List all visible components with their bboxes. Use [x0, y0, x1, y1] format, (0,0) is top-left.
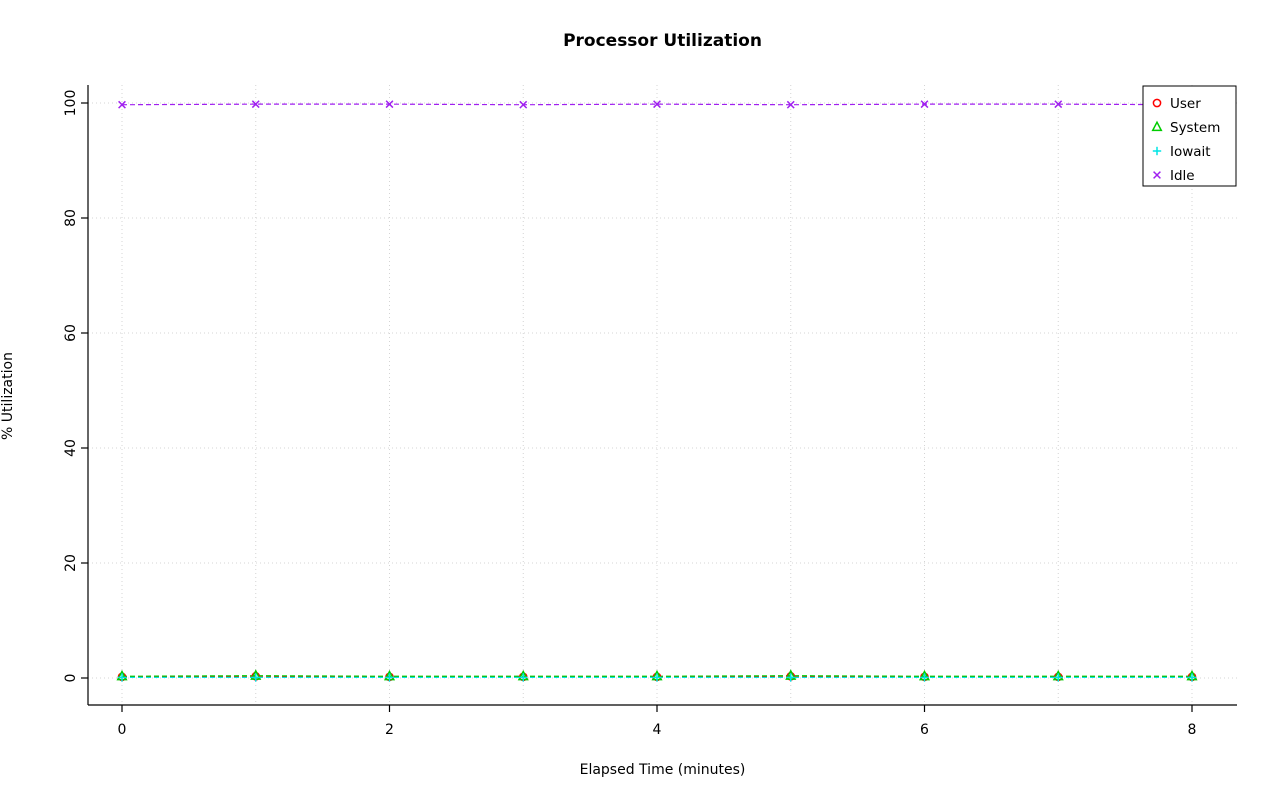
data-point-idle: [385, 100, 394, 109]
legend-marker-idle: [1153, 171, 1161, 179]
y-tick-label: 100: [63, 90, 79, 117]
legend-box: [1142, 85, 1237, 187]
x-tick-label: 4: [653, 722, 662, 738]
y-tick-label: 60: [63, 324, 79, 342]
x-tick-label: 0: [118, 722, 127, 738]
x-tick-label: 6: [920, 722, 929, 738]
data-point-idle: [519, 100, 528, 109]
data-point-idle: [251, 100, 260, 109]
y-tick-label: 0: [63, 674, 79, 683]
y-tick-label: 40: [63, 439, 79, 457]
chart-title: Processor Utilization: [563, 31, 762, 51]
x-axis-title: Elapsed Time (minutes): [579, 762, 746, 778]
data-point-idle: [653, 100, 661, 109]
legend-label: System: [1170, 120, 1220, 136]
data-point-idle: [786, 100, 795, 109]
x-tick-label: 8: [1188, 722, 1197, 738]
series-line-idle: [121, 103, 1193, 106]
y-tick-label: 20: [63, 554, 79, 572]
data-point-idle: [118, 100, 126, 109]
series-line-system: [121, 675, 1192, 677]
data-point-idle: [1054, 100, 1063, 109]
legend-marker-user: [1152, 98, 1162, 108]
legend-label: User: [1170, 96, 1201, 112]
x-tick-label: 2: [385, 722, 394, 738]
legend-label: Iowait: [1170, 144, 1211, 160]
data-point-idle: [920, 100, 929, 109]
legend-label: Idle: [1170, 168, 1195, 184]
legend-marker-system: [1151, 120, 1163, 132]
y-tick-label: 80: [63, 209, 79, 227]
